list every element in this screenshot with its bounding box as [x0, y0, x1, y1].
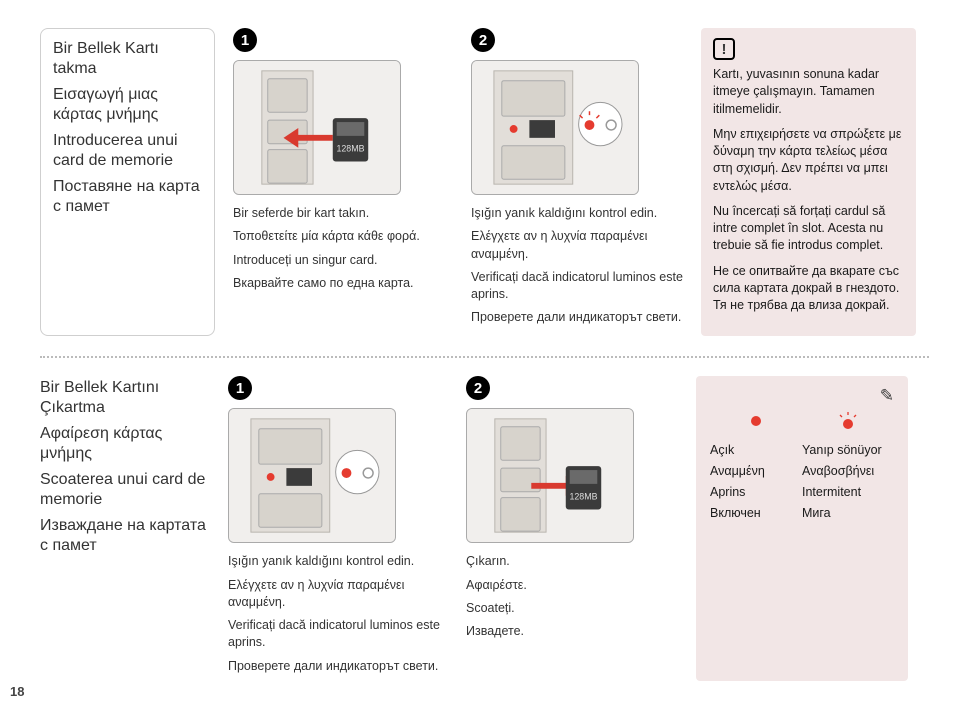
title2-tr: Bir Bellek Kartını Çıkartma — [40, 378, 210, 418]
warning-icon: ! — [713, 38, 735, 60]
led-r3c1: Aprins — [710, 485, 802, 499]
title2-el: Αφαίρεση κάρτας μνήμης — [40, 424, 210, 464]
warn-l4: Не се опитвайте да вкарате със сила карт… — [713, 263, 904, 315]
section-divider — [40, 356, 929, 358]
led-r3c2: Intermitent — [802, 485, 894, 499]
illus-insert-card: 128MB — [233, 60, 401, 195]
s2-step1-l4: Проверете дали индикаторът свети. — [228, 658, 448, 675]
led-blink-icon — [837, 412, 859, 430]
led-r2c2: Αναβοσβήνει — [802, 464, 894, 478]
s2-step1-l2: Ελέγχετε αν η λυχνία παραμένει αναμμένη. — [228, 577, 448, 612]
svg-text:128MB: 128MB — [569, 492, 597, 502]
s1-step2-l4: Проверете дали индикаторът свети. — [471, 309, 683, 326]
step-badge-2: 2 — [471, 28, 495, 52]
s2-step1-l3: Verificați dacă indicatorul luminos este… — [228, 617, 448, 652]
warn-l1: Kartı, yuvasının sonuna kadar itmeye çal… — [713, 66, 904, 118]
title-ro: Introducerea unui card de memorie — [53, 131, 202, 171]
warn-l3: Nu încercați să forțați cardul să intre … — [713, 203, 904, 255]
s2-step1-l1: Işığın yanık kaldığını kontrol edin. — [228, 553, 448, 570]
led-r1c1: Açık — [710, 443, 802, 457]
s1-step2-l2: Ελέγχετε αν η λυχνία παραμένει αναμμένη. — [471, 228, 683, 263]
title-box-remove: Bir Bellek Kartını Çıkartma Αφαίρεση κάρ… — [40, 376, 210, 681]
step-badge-2b: 2 — [466, 376, 490, 400]
page-number: 18 — [10, 684, 24, 699]
step2-insert: 2 Işığın yanık kaldığını kontrol edin. Ε… — [471, 28, 683, 336]
illus-remove-card: 128MB — [466, 408, 634, 543]
s1-step2-l1: Işığın yanık kaldığını kontrol edin. — [471, 205, 683, 222]
step1-remove: 1 Işığın yanık kaldığını kontrol edin. Ε… — [228, 376, 448, 681]
led-r4c1: Включен — [710, 506, 802, 520]
svg-text:128MB: 128MB — [336, 144, 364, 154]
s1-step2-l3: Verificați dacă indicatorul luminos este… — [471, 269, 683, 304]
title-bg: Поставяне на карта с памет — [53, 177, 202, 217]
led-r4c2: Мига — [802, 506, 894, 520]
led-r2c1: Αναμμένη — [710, 464, 802, 478]
title-box-insert: Bir Bellek Kartı takma Εισαγωγή μιας κάρ… — [40, 28, 215, 336]
s2-step2-l4: Извадете. — [466, 623, 678, 640]
warn-l2: Μην επιχειρήσετε να σπρώξετε με δύναμη τ… — [713, 126, 904, 195]
s1-step1-l3: Introduceți un singur card. — [233, 252, 453, 269]
title-tr: Bir Bellek Kartı takma — [53, 39, 202, 79]
note-icon: ✎ — [710, 386, 894, 406]
led-on-icon — [748, 413, 764, 429]
illus-check-light — [471, 60, 639, 195]
s2-step2-l2: Αφαιρέστε. — [466, 577, 678, 594]
s1-step1-l4: Вкарвайте само по една карта. — [233, 275, 453, 292]
warning-box: ! Kartı, yuvasının sonuna kadar itmeye ç… — [701, 28, 916, 336]
s2-step2-l1: Çıkarın. — [466, 553, 678, 570]
title-el: Εισαγωγή μιας κάρτας μνήμης — [53, 85, 202, 125]
step-badge-1b: 1 — [228, 376, 252, 400]
title2-bg: Изваждане на картата с памет — [40, 516, 210, 556]
s1-step1-l1: Bir seferde bir kart takın. — [233, 205, 453, 222]
s2-step2-l3: Scoateți. — [466, 600, 678, 617]
led-r1c2: Yanıp sönüyor — [802, 443, 894, 457]
step-badge-1: 1 — [233, 28, 257, 52]
illus-check-light-2 — [228, 408, 396, 543]
s1-step1-l2: Τοποθετείτε μία κάρτα κάθε φορά. — [233, 228, 453, 245]
step2-remove: 2 128MB Çıkarın. Αφαιρέστε. Scoateți. Из… — [466, 376, 678, 681]
step1-insert: 1 128MB Bir seferde bir kart takın. Τοπο… — [233, 28, 453, 336]
led-status-table: ✎ AçıkYanıp sönüyor ΑναμμένηΑναβοσβήνει … — [696, 376, 908, 681]
title2-ro: Scoaterea unui card de memorie — [40, 470, 210, 510]
